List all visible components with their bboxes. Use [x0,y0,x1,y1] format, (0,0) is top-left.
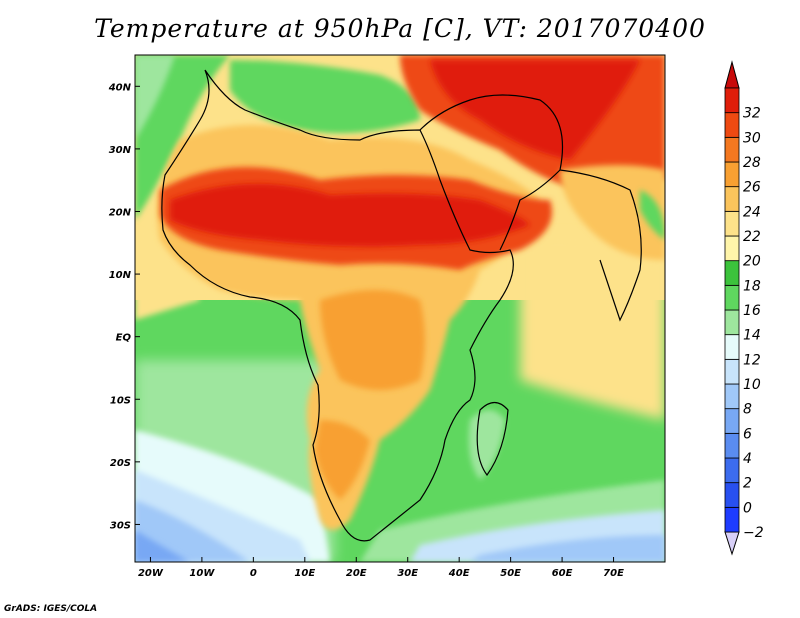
plot-frame [134,54,666,563]
colorbar-swatch [724,87,740,114]
grads-credit: GrADS: IGES/COLA [4,604,98,614]
colorbar-label: 24 [743,204,761,220]
colorbar-swatch [724,334,740,360]
colorbar-swatch [724,161,740,188]
colorbar-label: 30 [743,130,761,146]
lon-tick-label: 20W [138,568,164,579]
lon-tick-label: 40E [448,568,470,579]
lon-tick-label: 30E [397,568,418,579]
lat-tick-label: 10S [110,395,131,406]
coastlines [161,69,642,542]
colorbar-label: −2 [743,525,764,541]
colorbar-label: 4 [743,451,752,467]
colorbar-label: 0 [743,500,752,516]
lon-tick-label: 20E [346,568,367,579]
temperature-field [135,55,665,562]
colorbar-under-arrow [724,531,740,556]
colorbar-swatch [724,408,740,434]
map-title: Temperature at 950hPa [C], VT: 201707040… [94,14,706,43]
lon-tick-label: 70E [603,568,624,579]
colorbar-over-arrow [724,60,740,89]
lon-tick-label: 10E [294,568,315,579]
colorbar-swatch [724,432,740,459]
lon-tick-label: 50E [500,568,521,579]
colorbar-swatch [724,210,740,237]
lat-tick-label: 20S [110,458,131,469]
colorbar-label: 20 [743,254,761,270]
lat-tick-label: 40N [108,82,132,93]
colorbar-swatch [724,506,740,533]
colorbar-swatch [724,136,740,163]
lat-tick-label: 30N [109,145,132,156]
colorbar-label: 22 [743,229,761,245]
colorbar-label: 10 [743,377,761,393]
colorbar-label: 32 [743,106,761,122]
colorbar-swatch [724,186,740,212]
longitude-ticks: 20W 10W 0 10E 20E 30E 40E 50E 60E 70E [138,557,624,579]
colorbar-swatch [724,482,740,508]
colorbar-swatch [724,260,740,286]
latitude-ticks: 40N 30N 20N 10N EQ 10S 20S 30S [108,82,140,531]
lon-tick-label: 0 [250,568,257,579]
colorbar-label: 18 [743,278,761,294]
colorbar-swatch [724,358,740,385]
colorbar-swatch [724,457,740,484]
colorbar-swatch [724,284,740,311]
colorbar-swatch [724,309,740,336]
colorbar-label: 12 [743,352,761,368]
colorbar-label: 16 [743,303,761,319]
colorbar-swatch [724,235,740,262]
colorbar-label: 14 [743,328,761,344]
colorbar-swatch [724,383,740,410]
colorbar-swatch [724,112,740,138]
colorbar-label: 2 [743,476,752,492]
lat-tick-label: 10N [109,270,132,281]
lon-tick-label: 10W [189,568,215,579]
colorbar-label: 26 [743,180,761,196]
lat-tick-label: 20N [109,207,132,218]
lat-tick-label: 30S [110,520,131,531]
lat-tick-label: EQ [116,333,132,344]
colorbar-label: 28 [743,155,761,171]
colorbar-label: 8 [743,402,752,418]
colorbar-label: 6 [743,426,752,442]
lon-tick-label: 60E [552,568,573,579]
